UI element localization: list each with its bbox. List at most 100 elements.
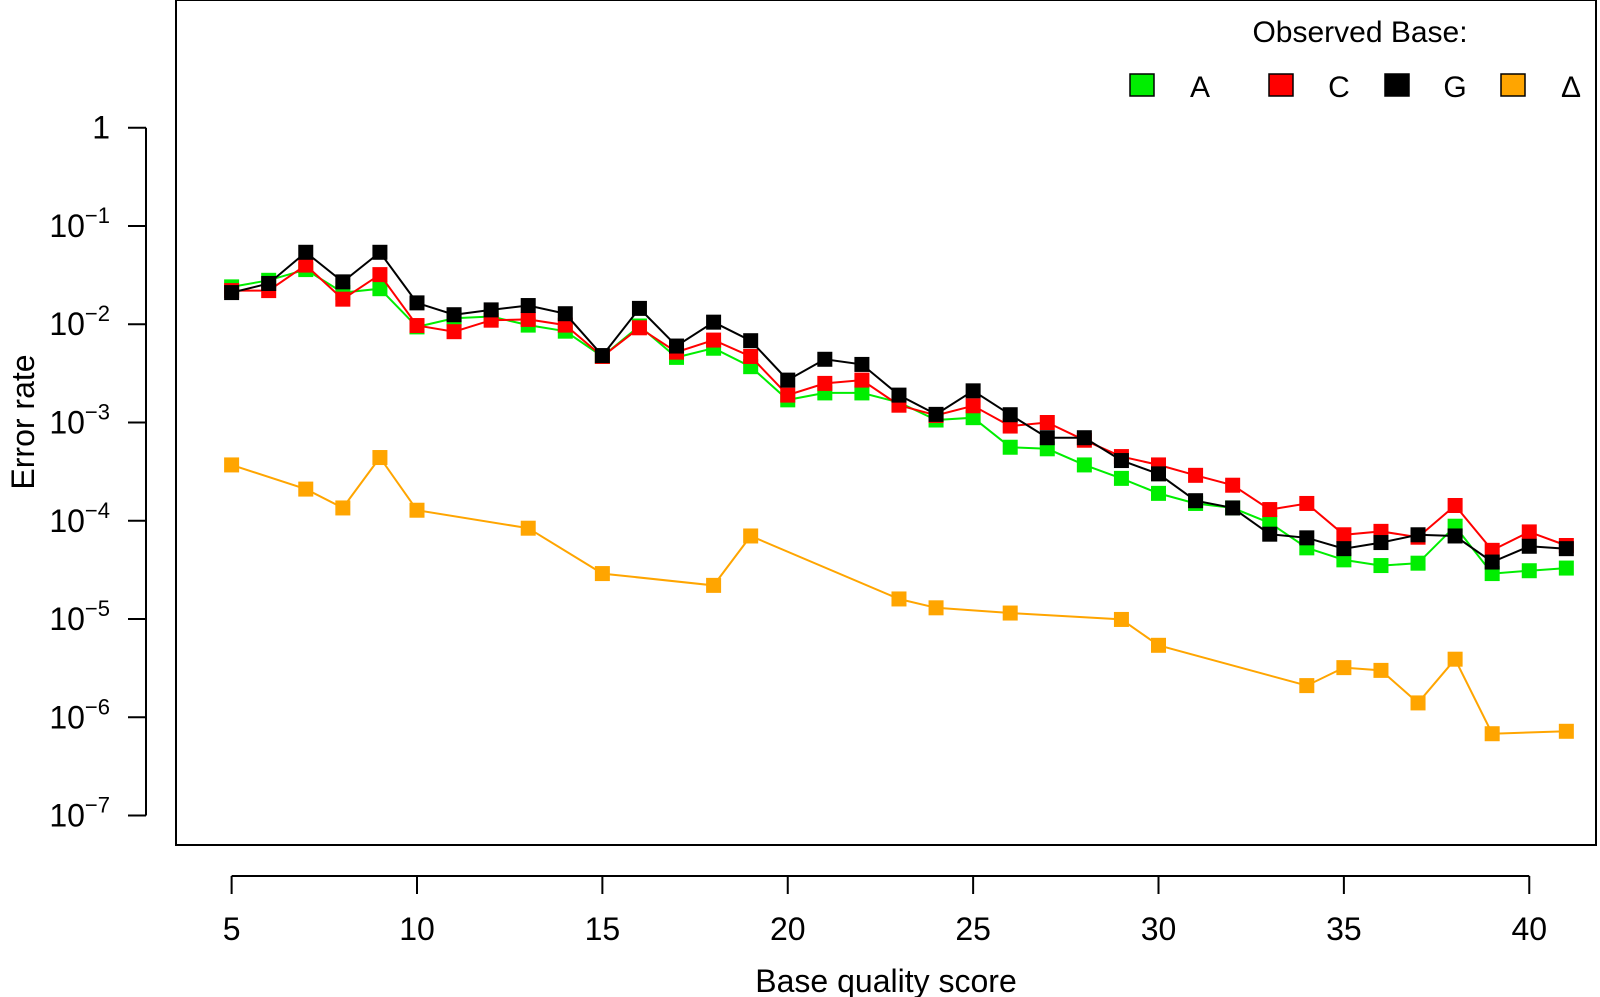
data-point bbox=[1151, 466, 1167, 482]
data-point bbox=[594, 566, 610, 582]
legend-swatch bbox=[1384, 73, 1410, 97]
data-point bbox=[335, 274, 351, 290]
legend-swatch bbox=[1268, 73, 1294, 97]
y-tick-exponent: −6 bbox=[85, 694, 110, 719]
data-point bbox=[520, 298, 536, 314]
data-point bbox=[446, 307, 462, 323]
data-point bbox=[335, 500, 351, 516]
data-point bbox=[1076, 457, 1092, 473]
data-point bbox=[409, 318, 425, 334]
data-point bbox=[1076, 430, 1092, 446]
y-tick-label: 10−2 bbox=[49, 301, 110, 342]
data-point bbox=[780, 387, 796, 403]
data-point bbox=[1558, 541, 1574, 557]
data-point bbox=[1113, 470, 1129, 486]
data-point bbox=[1262, 526, 1278, 542]
data-point bbox=[854, 356, 870, 372]
data-point bbox=[594, 348, 610, 364]
legend-item: C bbox=[1268, 71, 1350, 104]
data-point bbox=[817, 351, 833, 367]
data-point bbox=[928, 600, 944, 616]
data-point bbox=[1484, 542, 1500, 558]
y-tick-base: 1 bbox=[92, 110, 110, 146]
y-tick-exponent: −7 bbox=[85, 793, 110, 818]
data-point bbox=[1447, 651, 1463, 667]
data-point bbox=[1188, 493, 1204, 509]
data-point bbox=[965, 398, 981, 414]
y-axis: 110−110−210−310−410−510−610−7 bbox=[49, 110, 147, 834]
data-point bbox=[1039, 430, 1055, 446]
data-point bbox=[706, 314, 722, 330]
data-point bbox=[557, 317, 573, 333]
data-point bbox=[372, 244, 388, 260]
data-point bbox=[446, 324, 462, 340]
data-point bbox=[335, 291, 351, 307]
legend-item: A bbox=[1129, 71, 1210, 104]
y-tick-label: 10−3 bbox=[49, 400, 110, 441]
data-point bbox=[706, 332, 722, 348]
data-point bbox=[706, 577, 722, 593]
data-point bbox=[743, 333, 759, 349]
y-axis-label: Error rate bbox=[5, 354, 41, 489]
data-point bbox=[1521, 538, 1537, 554]
data-point bbox=[1447, 528, 1463, 544]
y-tick-label: 1 bbox=[92, 110, 110, 146]
y-tick-base: 10 bbox=[49, 306, 85, 342]
data-point bbox=[1039, 415, 1055, 430]
data-point bbox=[1188, 467, 1204, 483]
y-tick-base: 10 bbox=[49, 601, 85, 637]
y-tick-label: 10−6 bbox=[49, 694, 110, 735]
data-point bbox=[372, 281, 388, 297]
data-point bbox=[631, 300, 647, 316]
data-point bbox=[1225, 500, 1241, 516]
data-point bbox=[1558, 560, 1574, 576]
data-point bbox=[1373, 662, 1389, 678]
x-tick-label: 20 bbox=[770, 911, 806, 947]
plot-frame bbox=[175, 0, 1597, 846]
data-point bbox=[1113, 611, 1129, 627]
data-point bbox=[372, 450, 388, 466]
x-tick-label: 15 bbox=[585, 911, 621, 947]
data-point bbox=[409, 295, 425, 311]
data-point bbox=[1002, 439, 1018, 455]
data-point bbox=[854, 372, 870, 388]
y-tick-exponent: −4 bbox=[85, 498, 110, 523]
x-tick-label: 5 bbox=[223, 911, 241, 947]
legend-label: A bbox=[1190, 71, 1210, 104]
legend-swatch bbox=[1500, 73, 1526, 97]
data-point bbox=[891, 387, 907, 403]
data-point bbox=[557, 306, 573, 322]
series-1 bbox=[224, 257, 1574, 558]
data-point bbox=[372, 267, 388, 283]
data-point bbox=[1336, 527, 1352, 543]
legend-item: Δ bbox=[1500, 71, 1581, 104]
legend-label: C bbox=[1328, 71, 1350, 104]
data-point bbox=[1299, 495, 1315, 511]
data-point bbox=[409, 502, 425, 518]
data-point bbox=[298, 481, 314, 497]
x-tick-label: 40 bbox=[1511, 911, 1547, 947]
x-tick-label: 35 bbox=[1326, 911, 1362, 947]
data-point bbox=[1558, 723, 1574, 739]
data-point bbox=[1262, 502, 1278, 518]
data-point bbox=[780, 372, 796, 388]
data-point bbox=[1299, 530, 1315, 546]
data-point bbox=[854, 385, 870, 401]
data-point bbox=[1151, 637, 1167, 653]
x-tick-label: 30 bbox=[1141, 911, 1177, 947]
y-tick-base: 10 bbox=[49, 798, 85, 834]
y-tick-label: 10−5 bbox=[49, 596, 110, 637]
legend-label: G bbox=[1443, 71, 1466, 104]
data-point bbox=[965, 383, 981, 399]
data-point bbox=[520, 520, 536, 536]
data-point bbox=[261, 275, 277, 291]
x-tick-label: 25 bbox=[955, 911, 991, 947]
data-point bbox=[1336, 660, 1352, 676]
data-point bbox=[1002, 605, 1018, 621]
y-tick-base: 10 bbox=[49, 208, 85, 244]
y-tick-label: 10−4 bbox=[49, 498, 110, 539]
y-tick-base: 10 bbox=[49, 503, 85, 539]
y-tick-exponent: −1 bbox=[85, 203, 110, 228]
y-tick-label: 10−7 bbox=[49, 793, 110, 834]
